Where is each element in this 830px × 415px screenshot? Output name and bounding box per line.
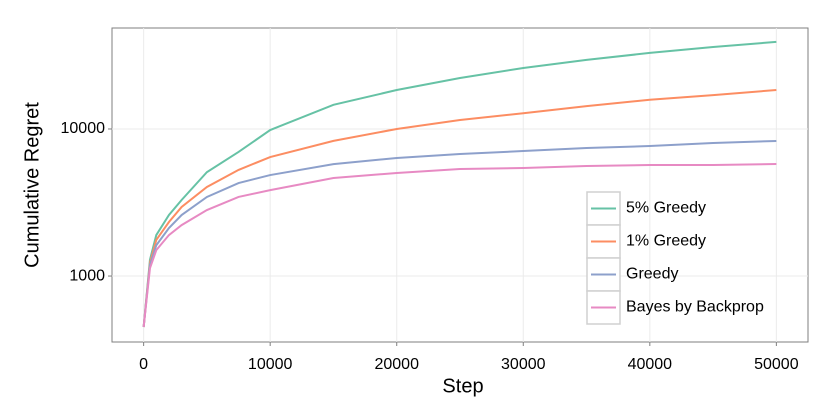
x-tick-label: 20000: [374, 356, 419, 373]
x-axis-title: Step: [442, 375, 483, 397]
legend-label: 5% Greedy: [626, 200, 706, 217]
lines: [142, 40, 777, 328]
x-tick-label: 40000: [628, 356, 673, 373]
axes: 0 10000 20000 30000 40000 50000 1000 10000: [61, 120, 799, 373]
y-tick-label: 1000: [69, 267, 105, 284]
series-line: [142, 40, 777, 328]
legend-label: Bayes by Backprop: [626, 299, 764, 316]
x-tick-label: 30000: [501, 356, 546, 373]
x-tick-label: 0: [139, 356, 148, 373]
series-line: [142, 139, 777, 328]
y-tick-label: 10000: [61, 120, 106, 137]
y-axis-title: Cumulative Regret: [21, 102, 43, 268]
grid: [112, 28, 808, 342]
legend-label: Greedy: [626, 266, 678, 283]
x-tick-label: 10000: [248, 356, 293, 373]
series-line: [142, 162, 777, 328]
x-tick-label: 50000: [754, 356, 799, 373]
series-line: [142, 89, 777, 328]
plot-panel: [111, 27, 809, 343]
legend-label: 1% Greedy: [626, 233, 706, 250]
legend: 5% Greedy 1% Greedy Greedy Bayes by Backpro…: [586, 191, 764, 325]
